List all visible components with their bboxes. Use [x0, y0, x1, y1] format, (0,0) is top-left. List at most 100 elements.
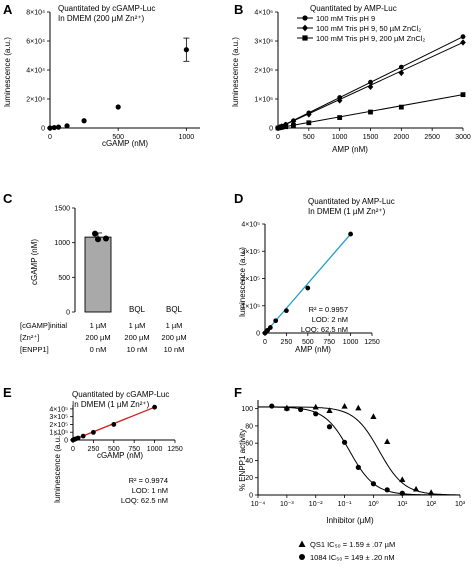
panel-f-point-QS1 — [428, 489, 435, 496]
panel-f-point-QS1 — [326, 407, 333, 413]
panel-b-legend-marker-1 — [302, 15, 308, 21]
panel-d-lod: LOD: 2 nM — [312, 315, 348, 324]
panel-a-point — [51, 124, 57, 131]
panel-d-y-tick-label: 4×10⁵ — [241, 222, 260, 229]
panel-c-row-cgamp-1: 1 µM — [90, 321, 107, 330]
panel-a-y-tick-label: 6×10⁴ — [26, 39, 45, 46]
panel-b-point-s3 — [337, 115, 343, 120]
panel-f-point-1084 — [370, 481, 377, 487]
panel-f-point-QS1 — [312, 403, 319, 410]
panel-d-x-tick-label: 0 — [263, 339, 267, 346]
panel-e-x-tick-label: 500 — [108, 446, 120, 453]
panel-f-legend-marker-1084 — [299, 554, 305, 560]
panel-a-y-tick-label: 2×10⁴ — [26, 97, 45, 104]
panel-d-x-tick-label: 1000 — [343, 339, 359, 346]
panel-f-x-tick-label: 10⁻⁴ — [251, 501, 266, 508]
panel-c-row-cgamp-label: [cGAMP]initial — [20, 321, 67, 330]
panel-b-y-tick-label: 0 — [269, 126, 273, 133]
panel-e-point — [75, 435, 81, 441]
panel-b-point-s3 — [306, 120, 312, 126]
panel-b-point-s2 — [460, 39, 466, 46]
panel-d-letter: D — [234, 191, 243, 206]
panel-a-x-tick-label: 1000 — [179, 134, 195, 141]
panel-a-title-2: In DMEM (200 µM Zn²⁺) — [58, 14, 145, 23]
panel-f-point-1084 — [384, 487, 390, 493]
panel-c-y-tick-label: 1000 — [54, 240, 70, 247]
panel-c-row-zn-1: 200 µM — [85, 333, 110, 342]
panel-a-y-tick-label: 8×10⁴ — [26, 10, 45, 17]
panel-b-point-s1 — [460, 34, 466, 40]
panel-e-y-tick-label: 0 — [64, 438, 68, 445]
panel-d-r2: R² = 0.9957 — [309, 305, 348, 314]
panel-f-x-tick-label: 10² — [426, 501, 437, 508]
panel-c-row-enpp1-1: 0 nM — [90, 345, 107, 354]
panel-f-x-tick-label: 10⁻³ — [280, 501, 294, 508]
panel-e-y-tick-label: 3×10⁵ — [49, 414, 68, 421]
panel-f-point-1084 — [298, 406, 304, 413]
panel-b-point-s2 — [290, 118, 297, 125]
panel-f-x-tick-label: 10¹ — [397, 501, 408, 508]
panel-f-point-QS1 — [341, 402, 348, 409]
panel-b-x-tick-label: 1500 — [363, 134, 379, 141]
panel-e-x-tick-label: 0 — [71, 446, 75, 453]
panel-d-fit-line — [264, 233, 352, 334]
panel-a-point — [81, 118, 87, 124]
panel-b-point-s2 — [336, 97, 343, 104]
panel-f-xlabel: Inhibitor (µM) — [326, 516, 374, 525]
panel-e-point — [111, 422, 117, 427]
panel-c-ylabel: cGAMP (nM) — [30, 239, 39, 285]
panel-f-point-1084 — [326, 424, 333, 430]
panel-b-point-s3 — [460, 92, 466, 98]
panel-d-point — [273, 318, 279, 324]
panel-f-point-1084 — [313, 411, 319, 417]
panel-b-letter: B — [234, 2, 243, 17]
panel-b-ylabel: luminescence (a.u.) — [231, 37, 240, 107]
panel-f-y-tick-label: 40 — [245, 458, 253, 465]
panel-e-x-tick-label: 1250 — [167, 446, 183, 453]
panel-e-ylabel: luminescence (a.u.) — [53, 433, 62, 503]
panel-a-point — [64, 123, 70, 129]
panel-a-y-tick-label: 4×10⁴ — [26, 68, 45, 75]
panel-f-ylabel: % ENPP1 activity — [238, 429, 247, 491]
panel-d-title-1: Quantitated by AMP-Luc — [308, 197, 395, 206]
panel-f-x-tick-label: 10⁻¹ — [338, 501, 352, 508]
panel-a-x-tick-label: 0 — [48, 134, 52, 141]
panel-f-point-QS1 — [355, 404, 362, 411]
panel-c-row-cgamp-2: 1 µM — [129, 321, 146, 330]
panel-e-lod: LOD: 1 nM — [132, 486, 168, 495]
panel-d-x-tick-label: 250 — [281, 339, 293, 346]
panel-f-y-tick-label: 80 — [245, 423, 253, 430]
panel-c-row-zn-label: [Zn²⁺] — [20, 333, 39, 342]
panel-b-point-s2 — [367, 83, 374, 91]
panel-a-point — [115, 104, 121, 110]
panel-d-point — [267, 325, 273, 330]
panel-a-xlabel: cGAMP (nM) — [102, 139, 148, 148]
panel-c-row-zn-2: 200 µM — [124, 333, 149, 342]
panel-b-legend-3: 100 mM Tris pH 9, 200 µM ZnCl₂ — [316, 34, 425, 43]
panel-a-point — [55, 124, 62, 130]
panel-f-y-tick-label: 100 — [241, 406, 253, 413]
panel-f-point-QS1 — [384, 438, 391, 445]
panel-c-row-cgamp-3: 1 µM — [166, 321, 183, 330]
panel-b-x-tick-label: 500 — [303, 134, 315, 141]
panel-b-title: Quantitated by AMP-Luc — [310, 4, 397, 13]
panel-e-xlabel: cGAMP (nM) — [97, 451, 143, 460]
panel-f-y-tick-label: 20 — [245, 475, 253, 482]
panel-c-bql-2: BQL — [166, 305, 183, 314]
panel-d-loq: LOQ: 62.5 nM — [301, 325, 348, 334]
panel-d-x-tick-label: 1250 — [364, 339, 380, 346]
panel-f-letter: F — [234, 385, 242, 400]
panel-d-point — [305, 285, 311, 291]
panel-a-ylabel: luminescence (a.u.) — [3, 37, 12, 107]
panel-e-title-2: In DMEM (1 µM Zn²⁺) — [72, 400, 150, 409]
panel-b-legend-marker-3 — [302, 35, 308, 41]
panel-f-x-tick-label: 10⁻² — [309, 501, 323, 508]
panel-d-x-tick-label: 750 — [323, 339, 335, 346]
panel-b-x-tick-label: 3000 — [455, 134, 471, 141]
panel-e-x-tick-label: 250 — [88, 446, 100, 453]
panel-b-y-tick-label: 3×10⁶ — [254, 39, 273, 46]
panel-b-point-s2 — [306, 111, 312, 118]
panel-c-bql-1: BQL — [129, 305, 146, 314]
panel-c-bar — [84, 236, 112, 313]
panel-b-point-s3 — [279, 124, 285, 130]
